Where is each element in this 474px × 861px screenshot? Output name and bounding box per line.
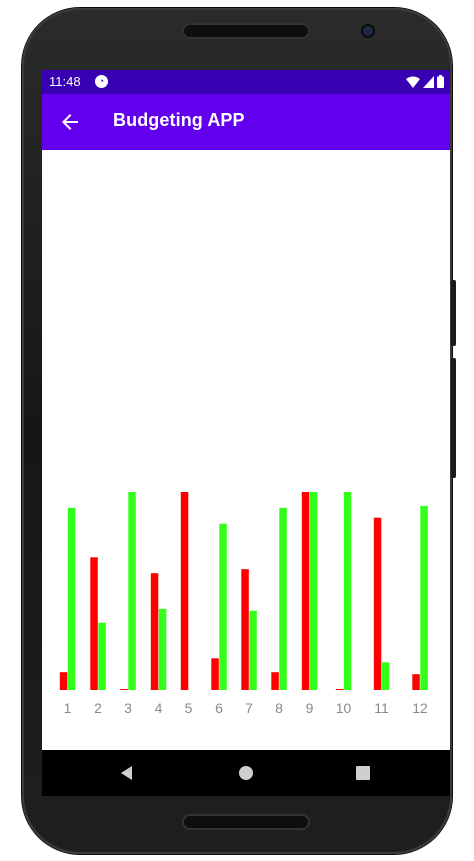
x-tick-label: 9 (306, 700, 314, 716)
bar-red-4 (150, 573, 159, 690)
volume-button (451, 280, 456, 346)
x-tick-label: 1 (64, 700, 72, 716)
bar-green-2 (98, 622, 106, 690)
bar-red-12 (412, 674, 420, 690)
status-icons (406, 75, 444, 88)
bar-green-7 (249, 610, 257, 690)
home-circle-icon[interactable] (234, 761, 258, 785)
bar-red-2 (90, 557, 98, 690)
x-tick-label: 7 (245, 700, 253, 716)
bottom-speaker (182, 814, 310, 830)
x-tick-label: 12 (412, 700, 428, 716)
bar-chart-svg: 1 2 3 4 5 6 7 8 9 10 11 12 (59, 492, 428, 716)
x-tick-label: 5 (185, 700, 193, 716)
x-tick-label: 8 (275, 700, 283, 716)
x-tick-label: 6 (215, 700, 223, 716)
status-bar: 11:48 ◔ (42, 70, 450, 94)
x-tick-label: 4 (155, 700, 163, 716)
bar-red-8 (271, 672, 279, 690)
earpiece-speaker (182, 23, 310, 39)
bar-green-3 (128, 492, 136, 690)
x-tick-label: 11 (374, 700, 389, 716)
bar-red-9 (301, 492, 310, 690)
bar-green-6 (219, 523, 227, 690)
bar-red-3 (120, 689, 128, 690)
bar-red-5 (180, 492, 189, 690)
x-tick-label: 3 (124, 700, 132, 716)
app-title: Budgeting APP (113, 110, 245, 130)
app-bar: Budgeting APP (42, 94, 450, 150)
x-tick-label: 2 (94, 700, 102, 716)
bar-red-11 (373, 517, 382, 690)
bar-green-8 (279, 507, 287, 690)
bar-chart: 1 2 3 4 5 6 7 8 9 10 11 12 (42, 150, 450, 750)
front-camera (363, 26, 373, 36)
system-nav-bar (42, 750, 450, 796)
power-button (451, 358, 456, 478)
bar-red-7 (241, 569, 249, 690)
signal-icon (423, 75, 434, 88)
wifi-icon (406, 76, 420, 88)
bar-green-12 (420, 505, 428, 690)
back-triangle-icon[interactable] (115, 761, 139, 785)
bar-red-6 (211, 658, 219, 690)
bar-green-9 (309, 492, 318, 690)
recents-square-icon[interactable] (351, 761, 375, 785)
bar-red-10 (335, 689, 344, 690)
screen: 11:48 ◔ Budgeting APP 1 2 3 4 5 6 7 8 9 10 11 12 (42, 70, 450, 796)
bar-green-11 (381, 662, 390, 690)
bar-green-4 (158, 608, 167, 690)
status-time: 11:48 (49, 74, 81, 89)
x-tick-label: 10 (336, 700, 352, 716)
bar-red-1 (59, 672, 68, 690)
battery-icon (437, 75, 444, 88)
app-notification-icon: ◔ (95, 75, 108, 88)
bar-green-1 (67, 507, 76, 690)
bar-green-10 (343, 492, 352, 690)
arrow-back-icon[interactable] (58, 110, 82, 134)
